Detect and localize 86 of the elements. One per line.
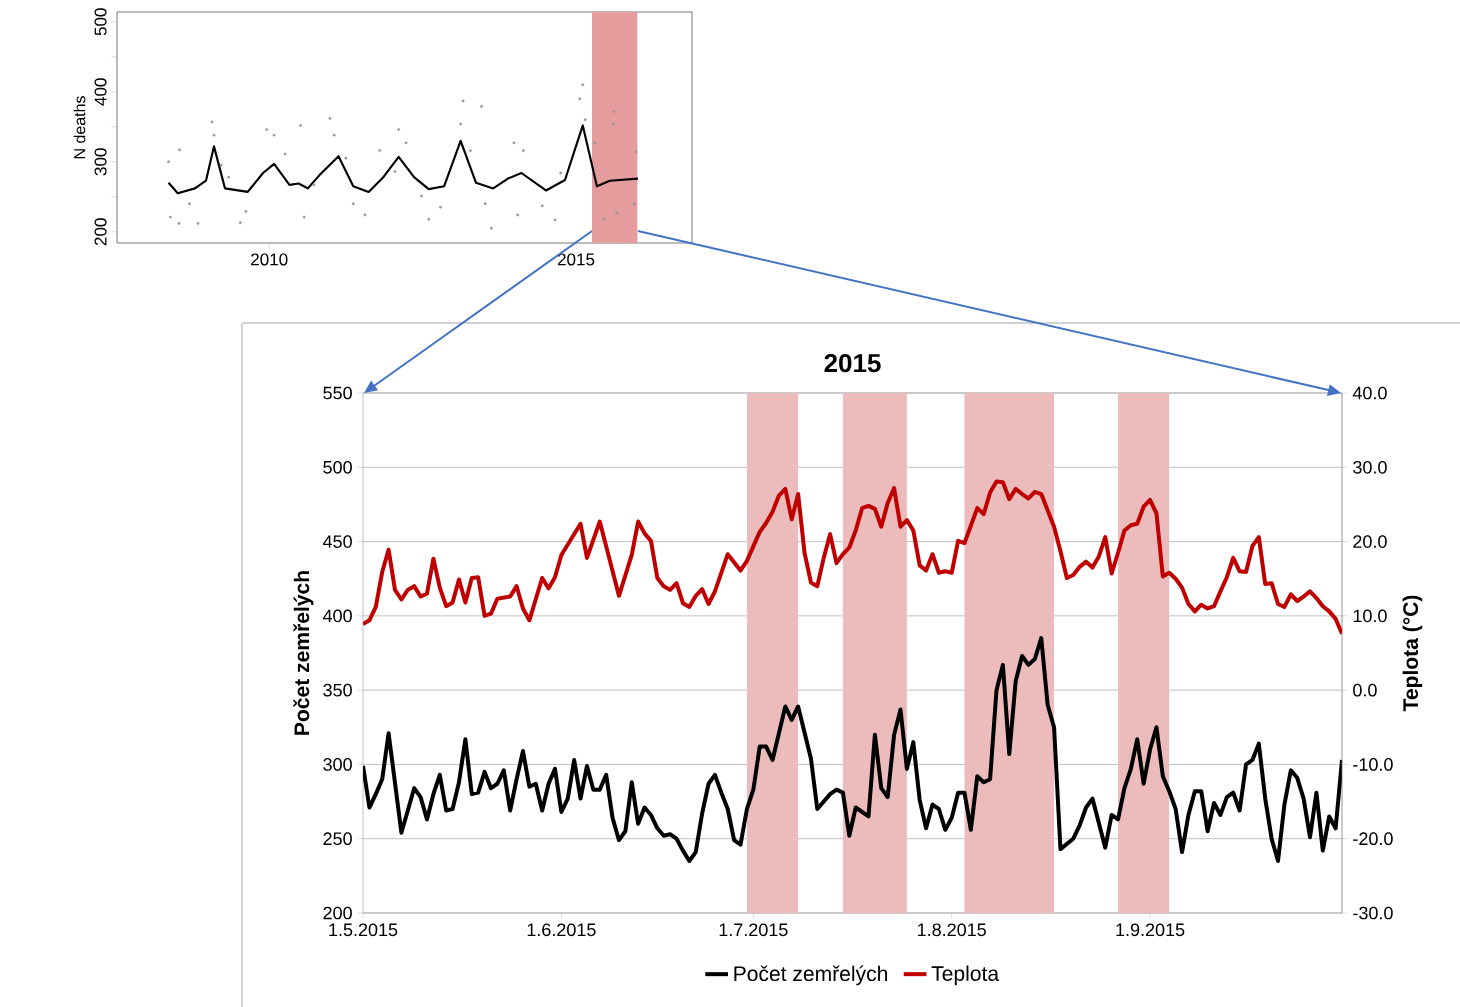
point	[521, 149, 525, 153]
point	[634, 150, 638, 154]
y-tick-label: 400	[322, 609, 352, 623]
point	[299, 123, 302, 127]
y2-tick-label: 30.0	[1353, 460, 1387, 474]
point	[302, 215, 306, 219]
y-axis-title: N deaths	[73, 96, 86, 159]
point	[312, 183, 316, 187]
point	[438, 205, 442, 209]
point	[404, 141, 408, 145]
point	[363, 213, 367, 217]
point	[612, 122, 615, 126]
point	[559, 171, 563, 175]
x-tick-label: 1.8.2015	[918, 923, 986, 937]
y2-tick-label: -10.0	[1353, 758, 1393, 771]
point	[328, 116, 332, 120]
chart-title: 2015	[824, 353, 881, 373]
point	[196, 221, 200, 225]
point	[459, 122, 463, 126]
point	[540, 204, 544, 208]
y-tick-label: 300	[94, 148, 107, 176]
x-tick-label: 1.7.2015	[719, 923, 788, 937]
point	[378, 149, 382, 153]
point	[187, 202, 191, 206]
y-tick-label: 200	[94, 218, 107, 246]
y-tick-label: 300	[323, 758, 352, 771]
y-axis-title: Počet zemřelých	[293, 571, 314, 735]
point	[397, 128, 401, 132]
point	[480, 105, 483, 108]
y-tick-label: 350	[323, 683, 352, 697]
point	[578, 97, 582, 101]
point	[238, 221, 242, 225]
y-tick-label: 450	[322, 535, 352, 548]
point	[461, 99, 465, 103]
line-series	[167, 124, 640, 195]
point	[351, 202, 355, 206]
y-tick-label: 500	[323, 460, 352, 474]
x-tick-label: 1.9.2015	[1116, 923, 1185, 937]
x-tick-label: 2010	[251, 253, 288, 266]
point	[272, 133, 276, 137]
point	[632, 202, 636, 206]
point	[483, 202, 487, 206]
point	[168, 215, 172, 219]
point	[332, 133, 336, 137]
point	[210, 120, 214, 124]
point	[227, 175, 231, 179]
point	[512, 141, 516, 145]
point	[177, 221, 181, 225]
point	[469, 149, 472, 153]
y2-tick-label: 20.0	[1353, 535, 1387, 548]
point	[167, 160, 170, 164]
point	[178, 148, 182, 152]
legend-label: Teplota	[931, 965, 1000, 986]
legend-label: Počet zemřelých	[734, 965, 887, 986]
y2-tick-label: 10.0	[1353, 609, 1387, 623]
point	[615, 211, 618, 215]
y2-tick-label: -30.0	[1353, 906, 1393, 920]
point	[489, 226, 493, 230]
y-tick-label: 500	[94, 8, 107, 36]
point	[219, 163, 223, 167]
point	[553, 218, 557, 222]
y2-tick-label: 0.0	[1353, 683, 1377, 697]
x-tick-label: 1.6.2015	[527, 923, 596, 937]
y-tick-label: 200	[323, 906, 352, 920]
point	[212, 133, 216, 137]
y-tick-label: 250	[323, 832, 352, 846]
point	[419, 194, 423, 198]
point	[393, 170, 397, 174]
y2-tick-label: 40.0	[1352, 386, 1387, 400]
y2-axis-title: Teplota (°C)	[1402, 595, 1423, 712]
point	[612, 109, 616, 113]
point	[244, 210, 248, 213]
point	[344, 156, 348, 160]
y-tick-label: 550	[323, 386, 352, 400]
point	[283, 152, 287, 156]
line-series	[363, 479, 1343, 636]
y2-tick-label: -20.0	[1353, 832, 1393, 846]
point	[583, 118, 587, 122]
point	[516, 213, 520, 217]
point	[427, 217, 431, 221]
point	[265, 128, 269, 132]
point	[581, 83, 585, 87]
point	[593, 141, 597, 145]
point	[602, 217, 606, 221]
x-tick-label: 1.5.2015	[329, 923, 398, 937]
y-tick-label: 400	[94, 78, 107, 106]
